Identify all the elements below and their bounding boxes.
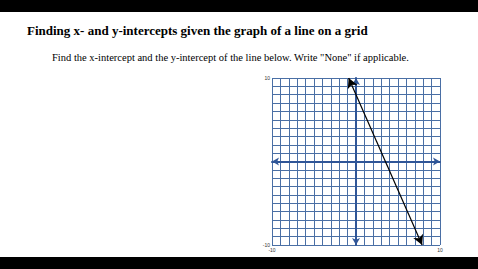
svg-text:-10: -10 [268, 247, 275, 253]
svg-text:-10: -10 [262, 242, 270, 248]
svg-text:Finding x- and y-intercepts gi: Finding x- and y-intercepts given the gr… [27, 23, 368, 38]
svg-text:Find the x-intercept and the y: Find the x-intercept and the y-intercept… [52, 52, 409, 63]
svg-text:10: 10 [437, 247, 443, 253]
svg-text:10: 10 [264, 75, 270, 81]
